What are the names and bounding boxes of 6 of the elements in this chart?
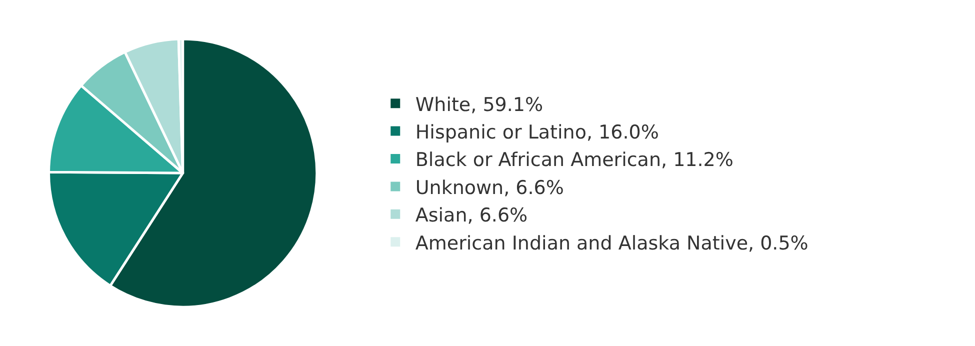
legend-label: American Indian and Alaska Native, 0.5% [415,232,808,254]
legend-label: Black or African American, 11.2% [415,149,734,172]
legend-label: Asian, 6.6% [415,204,528,227]
legend-label: Unknown, 6.6% [415,176,564,199]
legend-label: Hispanic or Latino, 16.0% [415,121,659,144]
legend-label: White, 59.1% [415,94,544,116]
